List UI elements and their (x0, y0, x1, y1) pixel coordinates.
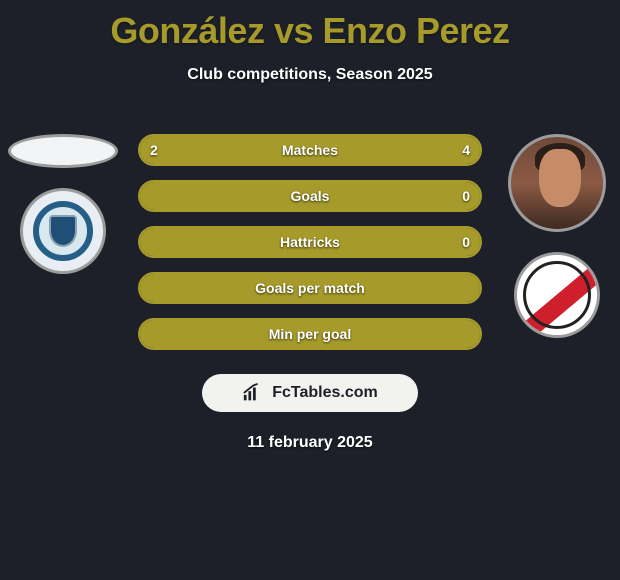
stat-value-right: 0 (456, 234, 470, 250)
comparison-content: 2Matches4Goals0Hattricks0Goals per match… (0, 134, 620, 452)
stat-row: Hattricks0 (138, 226, 482, 258)
stats-list: 2Matches4Goals0Hattricks0Goals per match… (138, 134, 482, 350)
player-left-avatar (8, 134, 118, 168)
subtitle: Club competitions, Season 2025 (0, 66, 620, 84)
stat-row: Min per goal (138, 318, 482, 350)
stat-row: Goals0 (138, 180, 482, 212)
brand-badge: FcTables.com (202, 374, 418, 412)
stat-label: Hattricks (140, 234, 480, 250)
player-right-avatar (508, 134, 606, 232)
player-right-column (502, 134, 612, 338)
club-right-badge (514, 252, 600, 338)
page-title: González vs Enzo Perez (0, 0, 620, 52)
club-left-badge (20, 188, 106, 274)
stat-row: 2Matches4 (138, 134, 482, 166)
player-left-column (8, 134, 118, 274)
stat-label: Goals (140, 188, 480, 204)
stat-label: Matches (140, 142, 480, 158)
stat-value-right: 0 (456, 188, 470, 204)
brand-text: FcTables.com (272, 384, 378, 402)
stat-row: Goals per match (138, 272, 482, 304)
date-text: 11 february 2025 (0, 434, 620, 452)
chart-icon (242, 382, 264, 404)
stat-label: Goals per match (140, 280, 480, 296)
stat-label: Min per goal (140, 326, 480, 342)
stat-value-right: 4 (456, 142, 470, 158)
